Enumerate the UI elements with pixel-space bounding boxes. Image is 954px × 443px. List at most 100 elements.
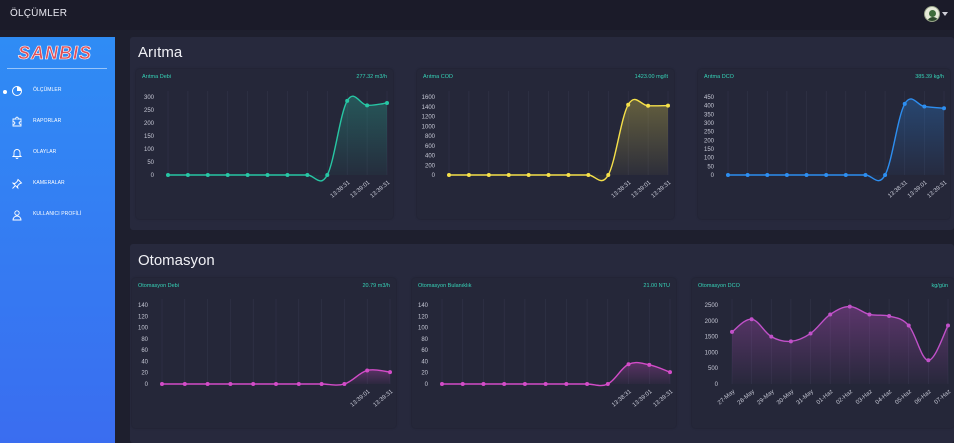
y-tick-label: 60 bbox=[421, 348, 428, 354]
x-tick-label: 13:38:31 bbox=[611, 389, 633, 409]
y-tick-label: 140 bbox=[418, 303, 429, 309]
data-point bbox=[566, 173, 571, 177]
y-tick-label: 0 bbox=[145, 382, 149, 388]
sidebar-item-olaylar[interactable]: OLAYLAR bbox=[0, 144, 115, 164]
data-point bbox=[883, 173, 888, 177]
sidebar-item-kullanici-profili[interactable]: KULLANICI PROFİLİ bbox=[0, 206, 115, 226]
data-point bbox=[906, 323, 911, 328]
x-tick-label: 13:39:01 bbox=[907, 180, 929, 200]
chart-otomasyon-debi: 140 120 100 80 60 40 20 0 13:39:01 13:39:31 bbox=[138, 299, 395, 409]
section-aritma: Arıtma Arıtma Debi 277.32 m3/h 300 250 200… bbox=[130, 37, 954, 230]
sidebar-item-label: KULLANICI PROFİLİ bbox=[33, 211, 82, 217]
data-point bbox=[843, 173, 848, 177]
y-tick-label: 500 bbox=[708, 366, 719, 372]
y-tick-label: 80 bbox=[141, 337, 148, 343]
section-otomasyon: Otomasyon Otomasyon Debi 20.79 m3/h 140 1… bbox=[130, 244, 954, 443]
y-tick-label: 2500 bbox=[705, 303, 719, 309]
y-tick-label: 120 bbox=[418, 314, 429, 320]
chart-otomasyon-dco: 2500 2000 1500 1000 500 027-May 28-May 29-May 30… bbox=[705, 299, 953, 406]
chart-card-otomasyon-debi: Otomasyon Debi 20.79 m3/h 140 120 100 80 60 4… bbox=[132, 278, 396, 428]
x-tick-label: 07-Haz bbox=[934, 389, 953, 406]
data-point bbox=[804, 173, 809, 177]
x-tick-label: 05-Haz bbox=[894, 389, 913, 406]
x-tick-label: 06-Haz bbox=[914, 389, 933, 406]
y-tick-label: 200 bbox=[704, 138, 715, 144]
y-tick-label: 1000 bbox=[422, 124, 436, 130]
data-point bbox=[808, 331, 813, 336]
data-point bbox=[274, 382, 278, 386]
sidebar-item-olcumler[interactable]: ÖLÇÜMLER bbox=[0, 82, 115, 102]
data-point bbox=[626, 362, 631, 367]
series-area bbox=[728, 98, 944, 181]
y-tick-label: 200 bbox=[425, 163, 436, 169]
data-point bbox=[251, 382, 256, 386]
chart-current-value: 385.39 kg/h bbox=[915, 74, 944, 80]
data-point bbox=[726, 173, 730, 177]
data-point bbox=[319, 382, 324, 386]
data-point bbox=[942, 106, 946, 111]
data-point bbox=[447, 173, 451, 177]
y-tick-label: 50 bbox=[147, 160, 154, 166]
chart-title: Arıtma DCO bbox=[704, 74, 734, 80]
y-tick-label: 0 bbox=[432, 173, 436, 179]
brand-logo[interactable]: SANBIS bbox=[10, 43, 100, 63]
y-tick-label: 2000 bbox=[705, 319, 719, 325]
data-point bbox=[926, 358, 931, 363]
data-point bbox=[365, 368, 370, 373]
sidebar-item-raporlar[interactable]: RAPORLAR bbox=[0, 113, 115, 133]
x-tick-label: 02-Haz bbox=[835, 389, 854, 406]
data-point bbox=[824, 173, 829, 177]
x-tick-label: 13:39:01 bbox=[350, 180, 372, 200]
data-point bbox=[902, 101, 907, 106]
data-point bbox=[342, 382, 347, 386]
y-tick-label: 1600 bbox=[422, 95, 436, 101]
data-point bbox=[305, 173, 310, 177]
section-title: Arıtma bbox=[138, 44, 183, 61]
data-point bbox=[225, 173, 230, 177]
data-point bbox=[440, 382, 444, 386]
data-point bbox=[585, 382, 590, 386]
sidebar-item-kameralar[interactable]: KAMERALAR bbox=[0, 175, 115, 195]
chart-card-aritma-dco: Arıtma DCO 385.39 kg/h 450 400 350 300 250 20… bbox=[698, 69, 950, 219]
y-tick-label: 150 bbox=[704, 147, 715, 153]
series-line bbox=[731, 305, 949, 362]
y-tick-label: 140 bbox=[138, 303, 149, 309]
data-point bbox=[564, 382, 569, 386]
x-tick-label: 30-May bbox=[776, 389, 795, 406]
chart-title: Otomasyon DCO bbox=[698, 283, 740, 289]
data-point bbox=[481, 382, 486, 386]
y-tick-label: 600 bbox=[425, 144, 436, 150]
chart-card-aritma-cod: Arıtma COD 1423.00 mg/lt 1600 1400 1200 100… bbox=[417, 69, 674, 219]
y-tick-label: 100 bbox=[704, 156, 715, 162]
chart-current-value: 21.00 NTU bbox=[643, 283, 670, 289]
chart-current-value: kg/gün bbox=[931, 283, 948, 289]
y-tick-label: 400 bbox=[425, 154, 436, 160]
active-indicator bbox=[3, 90, 7, 94]
logo-text: SANBIS bbox=[18, 43, 92, 63]
y-tick-label: 300 bbox=[704, 121, 715, 127]
y-tick-label: 1500 bbox=[705, 335, 719, 341]
data-point bbox=[769, 334, 774, 339]
chart-card-aritma-debi: Arıtma Debi 277.32 m3/h 300 250 200 150 100 5… bbox=[136, 69, 393, 219]
data-point bbox=[466, 173, 471, 177]
data-point bbox=[784, 173, 789, 177]
x-tick-label: 13:39:31 bbox=[373, 389, 395, 409]
data-point bbox=[182, 382, 187, 386]
y-tick-label: 40 bbox=[421, 359, 428, 365]
data-point bbox=[526, 173, 531, 177]
chevron-down-icon[interactable] bbox=[942, 12, 948, 16]
series-area bbox=[442, 362, 670, 386]
data-point bbox=[325, 173, 330, 177]
sidebar-item-label: OLAYLAR bbox=[33, 149, 57, 155]
data-point bbox=[605, 382, 610, 386]
data-point bbox=[788, 339, 793, 344]
data-point bbox=[285, 173, 290, 177]
y-tick-label: 80 bbox=[421, 337, 428, 343]
user-avatar[interactable] bbox=[924, 6, 940, 22]
data-point bbox=[646, 103, 651, 108]
y-tick-label: 120 bbox=[138, 314, 149, 320]
data-point bbox=[160, 382, 164, 386]
chart-title: Otomasyon Debi bbox=[138, 283, 179, 289]
x-tick-label: 13:39:31 bbox=[927, 180, 949, 200]
data-point bbox=[245, 173, 250, 177]
